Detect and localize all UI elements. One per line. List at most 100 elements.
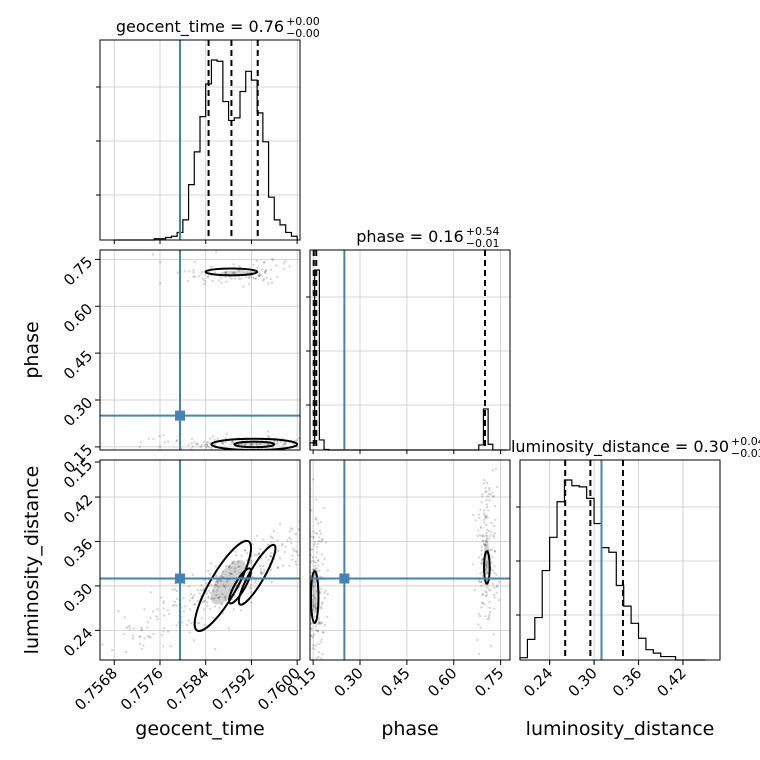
scatter-point [175, 604, 179, 607]
scatter-point [362, 518, 364, 520]
scatter-point [477, 529, 480, 532]
scatter-point [221, 441, 224, 445]
scatter-point [493, 550, 497, 553]
scatter-point [479, 525, 482, 529]
scatter-point [270, 551, 273, 555]
y-axis-label-phase: phase [21, 321, 43, 378]
scatter-point [307, 610, 309, 612]
scatter-point [227, 579, 230, 582]
scatter-point [489, 644, 493, 648]
density-core [312, 572, 317, 615]
scatter-point [318, 569, 321, 573]
axes-frame [99, 249, 301, 451]
scatter-point [215, 593, 218, 597]
scatter-point [484, 534, 488, 537]
scatter-point [188, 631, 191, 634]
scatter-point [270, 535, 273, 538]
y-tick-label: 0.45 [60, 347, 96, 383]
scatter-point [478, 556, 481, 559]
scatter-point [278, 557, 282, 560]
scatter-point [213, 597, 216, 600]
scatter-point [338, 442, 340, 444]
scatter-point [304, 593, 306, 595]
scatter-point [193, 441, 197, 444]
scatter-point [489, 534, 492, 538]
scatter-point [490, 548, 494, 552]
scatter-point [302, 600, 304, 602]
scatter-point [214, 583, 217, 587]
scatter-point [315, 656, 318, 660]
scatter-point [311, 636, 315, 639]
scatter-point [481, 534, 485, 537]
scatter-point [204, 446, 208, 449]
scatter-point [224, 437, 228, 440]
scatter-point [192, 275, 195, 278]
scatter-point [175, 597, 179, 601]
scatter-point [249, 587, 252, 590]
scatter-point [482, 535, 486, 538]
scatter-point [485, 591, 488, 594]
scatter-point [203, 599, 207, 602]
scatter-point [284, 443, 287, 446]
scatter-point [186, 279, 190, 283]
scatter-point [483, 603, 486, 606]
scatter-point [171, 588, 175, 591]
scatter-point [311, 688, 313, 690]
x-tick-label: 0.36 [609, 664, 645, 700]
scatter-point [217, 279, 221, 282]
scatter-point [473, 588, 476, 592]
scatter-point [483, 478, 486, 482]
scatter-point [480, 526, 483, 530]
scatter-point [173, 588, 177, 591]
scatter-point [266, 543, 270, 547]
scatter-point [317, 642, 320, 646]
scatter-point [321, 720, 323, 722]
scatter-point [480, 584, 483, 587]
scatter-point [480, 580, 483, 584]
scatter-point [182, 610, 186, 613]
scatter-point [260, 274, 263, 277]
scatter-point [471, 513, 475, 517]
title-upper-error: +0.04 [731, 435, 760, 448]
scatter-point [326, 569, 330, 572]
scatter-point [489, 589, 492, 592]
scatter-point [330, 271, 332, 273]
scatter-point [485, 537, 489, 540]
scatter-point [315, 568, 319, 572]
scatter-point [225, 432, 229, 436]
scatter-point [173, 600, 176, 604]
scatter-point [252, 263, 255, 266]
scatter-point [295, 439, 298, 442]
title-lower-error: −0.03 [731, 447, 760, 460]
scatter-point [485, 491, 488, 494]
scatter-point [158, 434, 161, 438]
scatter-point [286, 539, 289, 542]
scatter-point [487, 529, 491, 533]
scatter-point [494, 467, 498, 470]
scatter-point [489, 493, 493, 496]
scatter-point [233, 595, 236, 598]
scatter-point [192, 269, 195, 272]
scatter-point [220, 579, 223, 583]
scatter-point [317, 620, 321, 623]
scatter-point [478, 581, 481, 584]
scatter-point [258, 548, 261, 551]
scatter-point [231, 441, 234, 444]
scatter-point [495, 584, 499, 587]
scatter-point [492, 495, 495, 498]
scatter-point [283, 440, 286, 444]
scatter-point [484, 544, 488, 547]
scatter-point [278, 522, 282, 526]
scatter-point [38, 452, 40, 454]
scatter-point [479, 572, 482, 575]
scatter-point [313, 605, 316, 609]
scatter-point [306, 519, 308, 521]
scatter-point [196, 442, 199, 445]
scatter-point [314, 606, 318, 610]
scatter-point [307, 552, 309, 554]
scatter-point [295, 549, 298, 553]
scatter-point [471, 563, 475, 566]
scatter-point [166, 630, 170, 633]
scatter-point [156, 607, 159, 611]
scatter-point [492, 586, 496, 589]
